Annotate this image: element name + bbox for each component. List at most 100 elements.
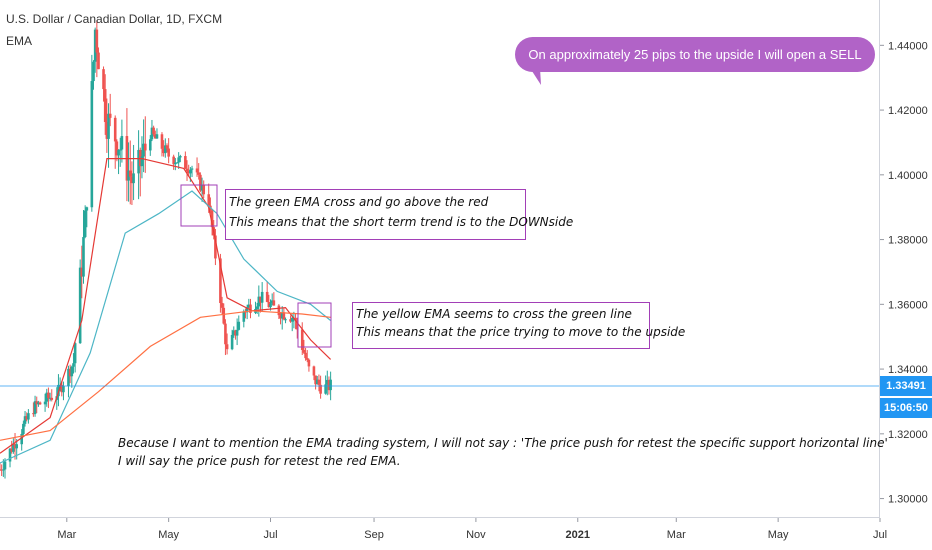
candle-body: [113, 117, 117, 142]
candle-body: [187, 171, 190, 174]
time-tick-label: 2021: [566, 529, 590, 541]
candle-body: [128, 170, 132, 177]
symbol-title: U.S. Dollar / Canadian Dollar, 1D, FXCM: [6, 12, 223, 26]
time-tick-label: May: [768, 529, 789, 541]
candle-body: [130, 176, 134, 184]
candle-body: [105, 122, 109, 139]
candle-body: [83, 210, 87, 238]
candle-body: [22, 423, 25, 434]
candle-body: [143, 143, 147, 151]
candle-body: [219, 258, 222, 304]
candle-body: [307, 359, 311, 367]
candle-body: [33, 401, 37, 415]
time-tick-label: Nov: [466, 529, 486, 541]
candle-body: [249, 304, 252, 313]
annotation-box-1[interactable]: The green EMA cross and go above the red…: [225, 189, 574, 240]
time-tick-label: Mar: [667, 529, 686, 541]
ema-layer: [0, 158, 332, 464]
candle-body: [277, 305, 281, 316]
candle-body: [137, 149, 140, 174]
candle-body: [20, 433, 24, 445]
time-tick-label: Jul: [263, 529, 277, 541]
price-tick-label: 1.42000: [888, 105, 928, 117]
candle-body: [62, 386, 65, 393]
annotation-box-1-line-2: This means that the short term trend is …: [229, 215, 574, 229]
candle-body: [177, 157, 180, 163]
time-tick-label: Sep: [364, 529, 384, 541]
candle-body: [38, 402, 42, 405]
candle-body: [280, 312, 284, 319]
candle-body: [220, 303, 224, 308]
candle-body: [35, 401, 39, 405]
candle-body: [222, 307, 226, 324]
candle-body: [195, 168, 199, 173]
annotation-text-line-2[interactable]: I will say the price push for retest the…: [118, 454, 401, 468]
highlight-box-1: [180, 184, 218, 227]
candle-body: [260, 291, 264, 303]
candle-body: [127, 170, 130, 181]
candle-body: [27, 413, 30, 420]
candle-body: [269, 303, 272, 308]
time-tick-label: May: [158, 529, 179, 541]
candles-layer: [0, 20, 332, 479]
candle-body: [179, 156, 182, 158]
candle-body: [103, 89, 107, 123]
candle-body: [107, 113, 110, 139]
candle-body: [45, 392, 49, 402]
candle-body: [164, 145, 167, 154]
candle-body: [225, 344, 229, 350]
highlight-box-2: [297, 302, 332, 348]
candle-body: [13, 443, 17, 449]
candle-body: [257, 296, 261, 307]
annotation-box-2-line-1: The yellow EMA seems to cross the green …: [356, 307, 632, 321]
candle-body: [324, 384, 327, 394]
candle-body: [73, 343, 77, 364]
candle-body: [80, 267, 84, 277]
price-axis[interactable]: 1.44000 1.42000 1.40000 1.38000 1.36000 1.340…: [880, 40, 928, 506]
candle-body: [190, 168, 194, 170]
candle-body: [115, 141, 119, 156]
candle-body: [37, 402, 40, 405]
candle-body: [93, 29, 97, 62]
candle-body: [214, 235, 217, 259]
candle-body: [319, 384, 322, 394]
candle-body: [279, 315, 282, 319]
time-tick-label: Jul: [873, 529, 887, 541]
callout-bubble[interactable]: On approximately 25 pips to the upside I…: [515, 37, 875, 97]
candle-body: [72, 363, 75, 367]
candle-body: [15, 444, 18, 449]
candle-body: [294, 317, 297, 321]
ema-mid-line: [0, 190, 331, 464]
bubble-tail: [530, 68, 541, 85]
annotation-text-line-1[interactable]: Because I want to mention the EMA tradin…: [118, 436, 888, 450]
price-tick-label: 1.38000: [888, 235, 928, 247]
time-axis[interactable]: Mar May Jul Sep Nov 2021 Mar May Jul: [57, 518, 887, 541]
time-tick-label: Mar: [57, 529, 76, 541]
candle-body: [10, 448, 13, 452]
candle-body: [234, 330, 237, 336]
candle-body: [117, 150, 120, 156]
candle-body: [70, 366, 74, 377]
candle-body: [272, 300, 276, 306]
candle-body: [224, 323, 227, 345]
candle-body: [167, 148, 170, 157]
annotation-box-2-line-2: This means that the price trying to move…: [356, 325, 686, 339]
candle-body: [153, 134, 157, 139]
candle-body: [259, 296, 262, 303]
candle-body: [325, 379, 329, 385]
annotation-box-2[interactable]: The yellow EMA seems to cross the green …: [352, 302, 686, 349]
candle-body: [174, 162, 177, 165]
candle-body: [284, 319, 287, 321]
candle-body: [199, 174, 202, 191]
candle-body: [92, 61, 95, 82]
candle-body: [78, 267, 82, 344]
candle-body: [150, 127, 154, 140]
candle-body: [245, 307, 249, 313]
candle-body: [118, 149, 122, 151]
candle-body: [85, 207, 89, 211]
indicator-label[interactable]: EMA: [6, 34, 33, 48]
candle-body: [142, 143, 145, 157]
candle-body: [312, 366, 316, 376]
candle-body: [48, 397, 52, 399]
